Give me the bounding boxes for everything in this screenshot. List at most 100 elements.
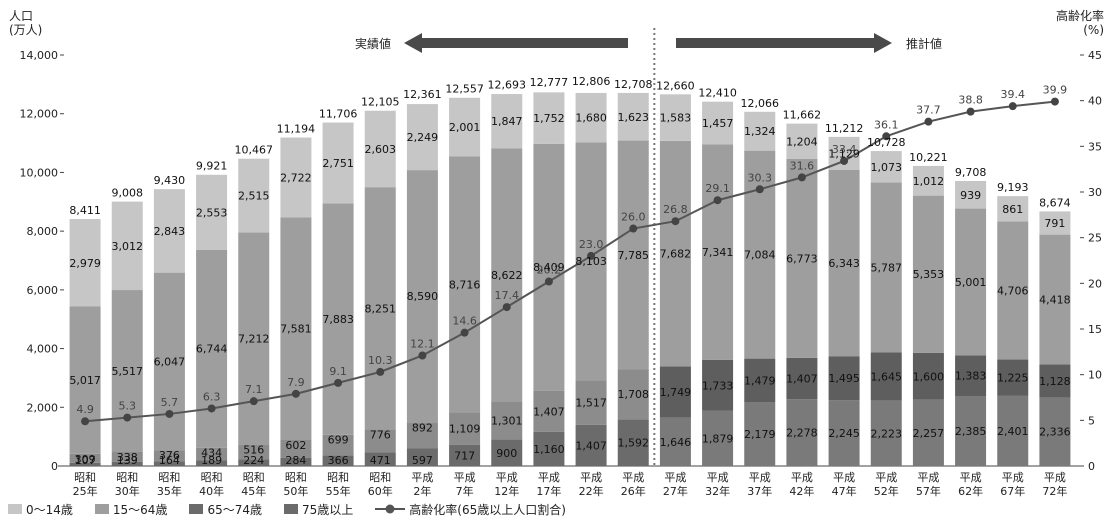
aging-rate-point (882, 132, 891, 141)
x-tick-label-year: 57年 (916, 484, 941, 498)
bar-value-label: 2,401 (997, 425, 1029, 438)
bar-segment-75plus (744, 402, 776, 466)
bar-value-label: 189 (201, 454, 222, 467)
x-tick-label-era: 平成 (917, 471, 939, 484)
x-tick-label-era: 昭和 (74, 471, 96, 484)
aging-rate-point (797, 173, 806, 182)
bar-segment-0-14 (1039, 211, 1071, 235)
bar-value-label: 2,843 (154, 225, 186, 238)
aging-rate-point (755, 185, 764, 194)
bar-segment-0-14 (870, 151, 902, 183)
aging-rate-point (460, 328, 469, 337)
bar-value-label: 1,733 (702, 379, 734, 392)
y-axis-left: 0 2,000 4,000 6,000 8,000 10,000 12,000 14,000 (20, 49, 1084, 473)
bar-value-label: 2,979 (69, 257, 101, 270)
bar-segment-0-14 (196, 174, 228, 250)
bar-value-label: 2,249 (407, 131, 439, 144)
bar-segment-0-14 (406, 104, 438, 171)
bar-value-label: 8,622 (491, 269, 523, 282)
aging-rate-label: 30.3 (748, 171, 773, 184)
aging-rate-point (671, 217, 680, 226)
bar-value-label: 2,603 (365, 143, 397, 156)
bar-segment-65-74 (575, 380, 607, 425)
bar-segment-15-64 (828, 169, 860, 357)
aging-rate-point (966, 107, 975, 116)
bar-value-label: 8,716 (449, 278, 481, 291)
y-left-tick-label: 6,000 (27, 284, 59, 297)
y-right-tick-label: 35 (1088, 140, 1102, 153)
x-tick-label-era: 昭和 (201, 471, 223, 484)
bar-value-label: 1,645 (871, 371, 903, 384)
bar-segment-75plus (912, 399, 944, 466)
bar-value-label: 1,129 (828, 147, 860, 160)
bar-value-label: 8,251 (365, 302, 397, 315)
bar-segment-65-74 (702, 359, 734, 411)
bar-value-label: 699 (328, 434, 349, 447)
bar-value-label: 1,407 (575, 439, 607, 452)
x-tick-label-year: 2年 (413, 484, 431, 498)
bar-value-label: 2,385 (955, 425, 987, 438)
y-left-tick-label: 8,000 (27, 225, 59, 238)
bar-segment-15-64 (406, 170, 438, 423)
bar-value-label: 1,324 (744, 125, 776, 138)
bar-value-label: 1,680 (575, 112, 607, 125)
bar-value-label: 7,682 (660, 248, 692, 261)
bar-value-label: 900 (496, 447, 517, 460)
x-tick-label-year: 27年 (663, 484, 688, 498)
bar-segment-65-74 (828, 356, 860, 401)
bar-value-label: 939 (960, 189, 981, 202)
bar-segment-0-14 (912, 165, 944, 196)
bar-value-label: 139 (117, 454, 138, 467)
y-right-label-line1: 高齢化率 (1056, 8, 1104, 23)
x-tick-label-year: 42年 (789, 484, 814, 498)
bar-segment-65-74 (533, 390, 565, 432)
bar-value-label: 1,073 (871, 161, 903, 174)
bar-value-label: 1,749 (660, 386, 692, 399)
bar-value-label: 4,706 (997, 284, 1029, 297)
bar-segment-0-14 (69, 219, 101, 307)
bar-segment-15-64 (364, 187, 396, 430)
bar-value-label: 1,383 (955, 370, 987, 383)
bar-total-label: 12,066 (741, 97, 780, 110)
aging-rate-label: 26.0 (621, 211, 646, 224)
bar-segment-75plus (153, 461, 185, 466)
bar-segment-65-74 (364, 429, 396, 453)
bar-segment-0-14 (322, 122, 354, 204)
bar-total-label: 9,708 (955, 166, 987, 179)
bar-segment-65-74 (111, 451, 143, 462)
bar-value-label: 471 (370, 454, 391, 467)
bar-value-label: 366 (328, 454, 349, 467)
x-tick-label-year: 26年 (621, 484, 646, 498)
bar-value-label: 776 (370, 428, 391, 441)
bar-segment-75plus (533, 431, 565, 466)
bar-value-label: 1,109 (449, 423, 481, 436)
bar-segment-15-64 (955, 208, 987, 356)
legend-swatch-0-14 (8, 504, 22, 514)
x-tick-label-era: 平成 (1044, 471, 1066, 484)
bar-value-label: 597 (412, 454, 433, 467)
aging-rate-label: 39.4 (1001, 88, 1026, 101)
bar-segment-75plus (1039, 397, 1071, 466)
x-tick-label-era: 平成 (580, 471, 602, 484)
x-tick-label-year: 67年 (1000, 484, 1025, 498)
aging-rate-point (502, 303, 511, 312)
y-right-tick-label: 20 (1088, 277, 1102, 290)
legend-label-15-64: 15〜64歳 (112, 502, 168, 517)
bar-segment-65-74 (196, 447, 228, 461)
y-right-tick-label: 30 (1088, 186, 1102, 199)
legend-label-aging-rate: 高齢化率(65歳以上人口割合) (409, 502, 566, 517)
bar-value-label: 8,103 (575, 255, 607, 268)
bar-value-label: 1,301 (491, 414, 523, 427)
bar-segment-65-74 (744, 358, 776, 403)
aging-rate-point (334, 378, 343, 387)
y-left-label-line1: 人口 (9, 9, 33, 23)
bar-value-label: 284 (285, 454, 306, 467)
bar-value-label: 1,160 (533, 443, 565, 456)
bar-value-label: 1,495 (828, 372, 860, 385)
bar-value-label: 434 (201, 447, 222, 460)
bar-value-label: 6,047 (154, 355, 186, 368)
bar-value-label: 1,225 (997, 372, 1029, 385)
x-tick-label-era: 平成 (622, 471, 644, 484)
bar-segment-15-64 (238, 232, 270, 445)
aging-rate-point (249, 397, 258, 406)
